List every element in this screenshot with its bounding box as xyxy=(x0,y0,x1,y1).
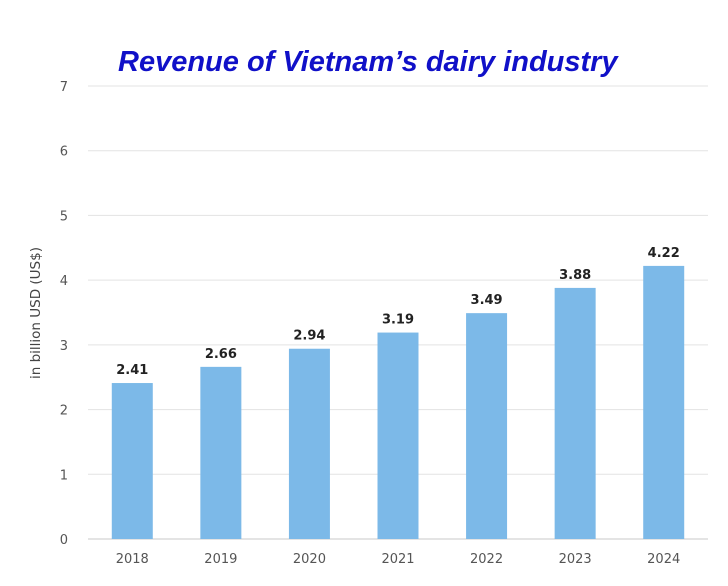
x-tick-label-2018: 2018 xyxy=(116,552,149,567)
y-tick-label: 2 xyxy=(60,404,68,419)
bars xyxy=(111,265,685,539)
x-tick-label-2020: 2020 xyxy=(293,552,326,567)
data-label-2018: 2.41 xyxy=(116,363,148,378)
y-tick-label: 1 xyxy=(60,468,68,483)
bar-2020 xyxy=(288,348,330,539)
x-tick-label-2024: 2024 xyxy=(647,552,680,567)
x-tick-label-2021: 2021 xyxy=(381,552,414,567)
y-tick-label: 5 xyxy=(60,209,68,224)
y-axis-title: in billion USD (US$) xyxy=(28,247,44,379)
y-tick-label: 3 xyxy=(60,339,68,354)
bar-2018 xyxy=(111,383,153,539)
bar-2023 xyxy=(554,287,596,539)
x-tick-label-2019: 2019 xyxy=(204,552,237,567)
data-label-2020: 2.94 xyxy=(293,329,325,344)
x-axis-ticks: 2018 2019 2020 2021 2022 2023 2024 xyxy=(116,552,681,567)
bar-2019 xyxy=(200,366,242,539)
chart-title: Revenue of Vietnam’s dairy industry xyxy=(118,46,618,78)
bar-2024 xyxy=(643,265,685,539)
data-label-2022: 3.49 xyxy=(471,293,503,308)
x-tick-label-2023: 2023 xyxy=(559,552,592,567)
data-label-2019: 2.66 xyxy=(205,347,237,362)
y-tick-label: 7 xyxy=(60,80,68,95)
y-axis-ticks: 0 1 2 3 4 5 6 7 xyxy=(60,80,68,548)
data-label-2021: 3.19 xyxy=(382,313,414,328)
bar-2022 xyxy=(466,313,508,539)
y-tick-label: 6 xyxy=(60,145,68,160)
data-label-2023: 3.88 xyxy=(559,268,591,283)
x-tick-label-2022: 2022 xyxy=(470,552,503,567)
y-tick-label: 0 xyxy=(60,533,68,548)
data-label-2024: 4.22 xyxy=(648,246,680,261)
y-tick-label: 4 xyxy=(60,274,68,289)
data-labels: 2.41 2.66 2.94 3.19 3.49 3.88 4.22 xyxy=(116,246,680,378)
bar-2021 xyxy=(377,332,419,539)
